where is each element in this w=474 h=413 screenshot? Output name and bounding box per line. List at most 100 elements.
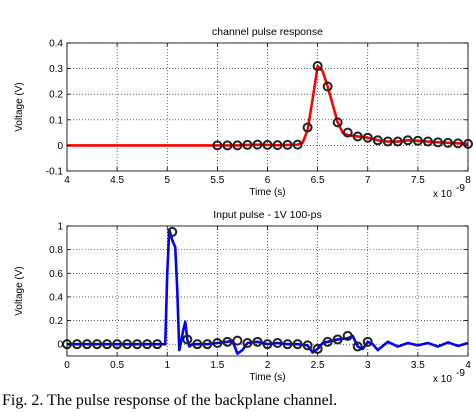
x-axis-multiplier: x 10 xyxy=(433,189,452,200)
data-point xyxy=(352,131,363,142)
data-point xyxy=(112,339,123,350)
data-point xyxy=(342,330,353,341)
bottom-chart-input-pulse: 0 0.5 1 1.5 2 2.5 3 3.5 4 0 0.2 0.4 0.6 0.8 1 Input pul… xyxy=(14,209,471,385)
x-axis-label: Time (s) xyxy=(249,187,285,198)
data-point xyxy=(242,139,253,150)
x-tick-label: 3 xyxy=(365,360,371,371)
data-point xyxy=(292,339,303,350)
y-axis-label: Voltage (V) xyxy=(14,266,25,315)
top-chart-channel-pulse-response: 4 4.5 5 5.5 6 6.5 7 7.5 8 -0.1 0 0.1 0.2 0.3 0.4 channe… xyxy=(14,26,473,200)
data-point xyxy=(222,140,233,151)
data-point xyxy=(312,61,323,72)
data-point xyxy=(322,336,333,347)
data-point xyxy=(202,339,213,350)
x-tick-label: 2 xyxy=(265,360,271,371)
data-point xyxy=(82,339,93,350)
x-tick-label: 3.5 xyxy=(411,360,425,371)
series-line xyxy=(67,64,469,147)
data-point xyxy=(212,338,223,348)
data-point xyxy=(332,117,343,128)
data-point xyxy=(232,140,243,151)
x-axis-multiplier-exponent: -9 xyxy=(456,183,465,194)
data-point xyxy=(222,336,233,347)
y-tick-label: 0.8 xyxy=(49,245,63,256)
x-tick-label: 0 xyxy=(64,360,70,371)
x-tick-label: 4.5 xyxy=(110,175,124,186)
data-point xyxy=(242,338,253,348)
y-axis-label: Voltage (V) xyxy=(14,82,25,131)
x-tick-label: 6.5 xyxy=(311,175,325,186)
y-tick-label: 0 xyxy=(57,141,63,152)
data-point xyxy=(302,340,313,351)
data-point xyxy=(167,226,178,237)
x-tick-label: 5 xyxy=(164,175,170,186)
data-point xyxy=(72,339,83,350)
data-point xyxy=(252,139,263,150)
data-point xyxy=(392,136,403,147)
y-tick-label: 0.4 xyxy=(49,292,63,303)
y-tick-label: 0.2 xyxy=(49,316,63,327)
data-point xyxy=(262,339,273,350)
plot-area xyxy=(67,226,468,356)
y-tick-label: -0.1 xyxy=(46,167,64,178)
data-point xyxy=(192,339,203,350)
data-point xyxy=(412,135,423,146)
data-point xyxy=(272,338,283,348)
y-tick-label: 0.4 xyxy=(49,39,63,50)
data-point xyxy=(132,339,143,350)
figure: 4 4.5 5 5.5 6 6.5 7 7.5 8 -0.1 0 0.1 0.2 0.3 0.4 channe… xyxy=(14,26,473,385)
y-tick-label: 0.6 xyxy=(49,269,63,280)
x-tick-label: 1.5 xyxy=(210,360,224,371)
x-axis-label: Time (s) xyxy=(249,372,285,383)
data-point xyxy=(262,139,273,150)
data-point xyxy=(272,140,283,151)
data-point xyxy=(212,140,223,151)
data-point xyxy=(252,336,263,347)
figure-caption: Fig. 2. The pulse response of the backpl… xyxy=(2,392,338,409)
data-point xyxy=(92,339,103,350)
x-axis-multiplier-exponent: -9 xyxy=(456,368,465,379)
data-point xyxy=(122,339,133,350)
data-point xyxy=(402,135,413,146)
data-point xyxy=(432,137,443,148)
y-tick-label: 0.2 xyxy=(49,90,63,101)
x-tick-label: 4 xyxy=(64,175,70,186)
y-tick-label: 0 xyxy=(57,340,63,351)
chart-title: Input pulse - 1V 100-ps xyxy=(213,209,322,221)
data-point xyxy=(332,334,343,345)
data-point xyxy=(422,136,433,147)
data-point xyxy=(142,339,153,350)
x-tick-label: 2.5 xyxy=(311,360,325,371)
data-point xyxy=(152,339,163,350)
data-point xyxy=(282,139,293,150)
data-point xyxy=(282,339,293,350)
x-tick-label: 4 xyxy=(465,360,471,371)
x-tick-label: 1 xyxy=(164,360,170,371)
y-tick-label: 1 xyxy=(57,222,63,233)
data-point xyxy=(382,136,393,147)
data-point xyxy=(352,341,363,352)
data-point xyxy=(322,81,333,92)
x-tick-label: 6 xyxy=(265,175,271,186)
data-point xyxy=(362,132,373,143)
x-tick-label: 7 xyxy=(365,175,371,186)
y-tick-label: 0.1 xyxy=(49,115,63,126)
x-tick-label: 5.5 xyxy=(210,175,224,186)
y-tick-label: 0.3 xyxy=(49,64,63,75)
data-point xyxy=(292,139,303,150)
data-point xyxy=(372,135,383,146)
x-tick-label: 7.5 xyxy=(411,175,425,186)
data-point xyxy=(232,335,243,346)
data-point xyxy=(182,334,193,345)
data-point xyxy=(302,122,313,133)
x-tick-label: 8 xyxy=(465,175,471,186)
series-line xyxy=(67,228,469,355)
data-point xyxy=(102,339,113,350)
x-tick-label: 0.5 xyxy=(110,360,124,371)
chart-title: channel pulse response xyxy=(212,26,323,38)
data-point xyxy=(362,336,373,347)
data-point xyxy=(442,137,453,148)
data-point xyxy=(342,127,353,138)
data-point xyxy=(452,138,463,149)
x-axis-multiplier: x 10 xyxy=(433,374,452,385)
